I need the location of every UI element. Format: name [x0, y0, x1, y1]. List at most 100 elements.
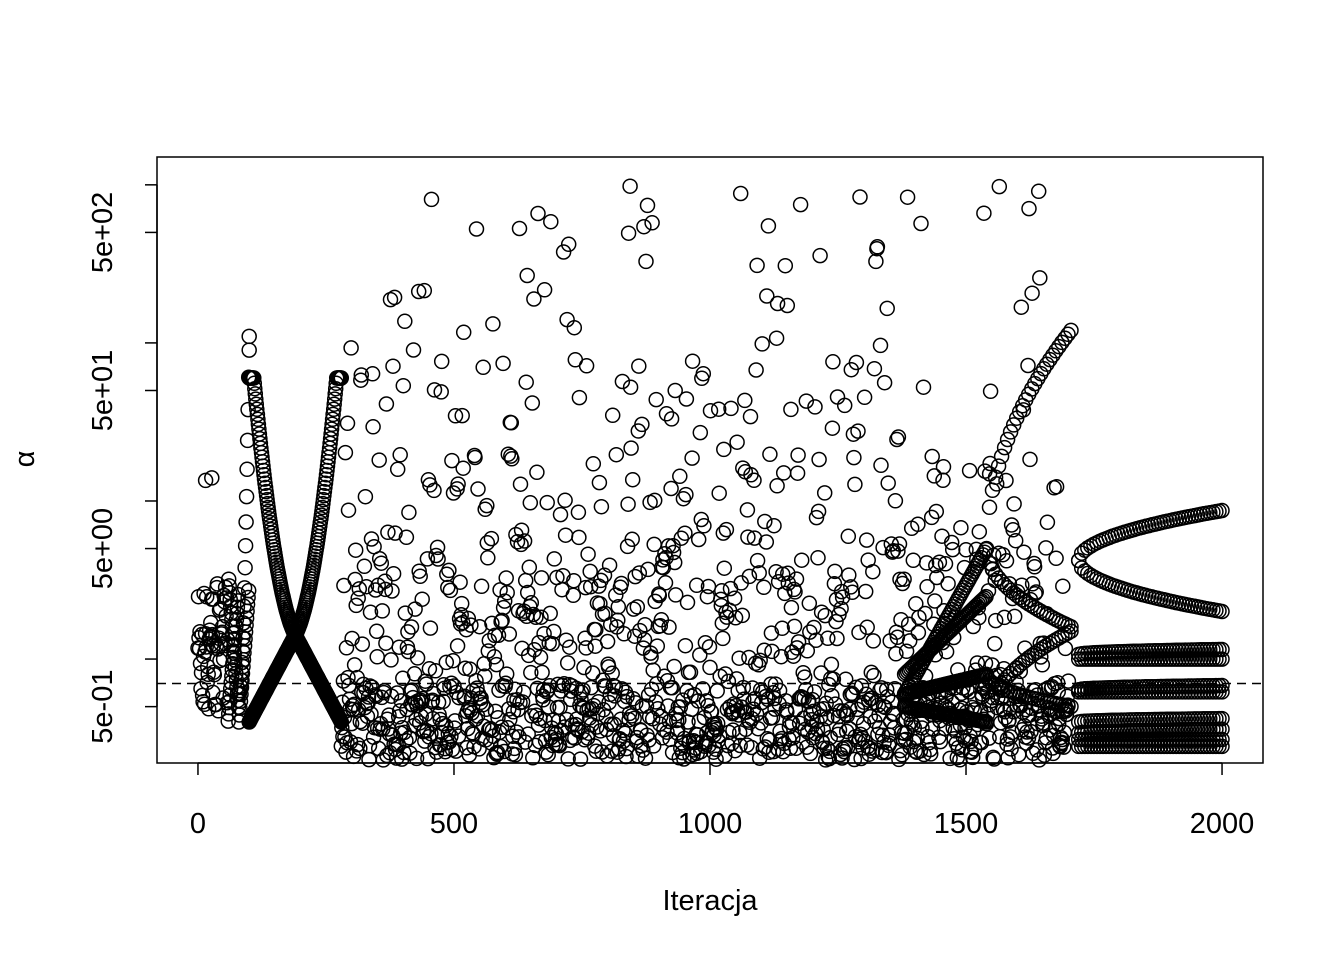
- data-point: [1057, 330, 1073, 347]
- data-point: [982, 455, 998, 472]
- data-point: [504, 451, 520, 467]
- data-point: [774, 620, 790, 637]
- data-point: [495, 599, 512, 616]
- data-point: [655, 552, 671, 568]
- data-point: [790, 447, 806, 463]
- data-point: [777, 257, 794, 274]
- data-point: [426, 382, 443, 398]
- data-point: [987, 469, 1004, 485]
- data-point: [671, 712, 687, 728]
- data-point: [578, 358, 595, 374]
- data-point: [848, 354, 865, 371]
- data-point: [638, 253, 654, 270]
- data-point: [664, 680, 680, 696]
- data-point: [235, 615, 252, 631]
- data-point: [695, 365, 712, 382]
- data-point: [516, 533, 533, 549]
- data-point: [785, 730, 801, 746]
- data-point: [604, 407, 621, 424]
- data-point: [389, 461, 406, 478]
- data-point: [247, 380, 263, 397]
- data-point: [359, 708, 376, 725]
- data-point: [1020, 730, 1037, 746]
- data-point: [806, 684, 823, 700]
- data-point: [405, 342, 422, 358]
- data-point: [852, 189, 868, 205]
- data-point: [348, 597, 364, 614]
- data-point: [1004, 724, 1020, 741]
- data-point: [1048, 550, 1064, 567]
- data-point: [973, 593, 990, 609]
- data-point: [416, 282, 433, 299]
- data-point: [996, 439, 1013, 456]
- data-point: [928, 503, 945, 520]
- data-point: [991, 178, 1008, 195]
- data-point: [793, 552, 810, 568]
- data-point: [631, 358, 647, 374]
- data-point: [747, 655, 764, 672]
- x-tick-label: 500: [430, 808, 478, 840]
- data-point: [522, 495, 539, 511]
- data-point: [781, 719, 798, 735]
- y-tick-label: 5e+01: [87, 350, 119, 431]
- data-point: [928, 557, 944, 574]
- data-point: [847, 476, 863, 493]
- data-point: [821, 750, 838, 767]
- data-point: [636, 218, 652, 235]
- data-point: [457, 660, 473, 677]
- data-point: [578, 640, 594, 656]
- data-point: [657, 575, 674, 591]
- data-point: [605, 677, 621, 694]
- data-point: [723, 400, 739, 417]
- data-point: [520, 647, 537, 664]
- data-point: [552, 699, 568, 716]
- data-point: [913, 215, 929, 232]
- data-point: [675, 490, 692, 507]
- data-point: [463, 617, 479, 633]
- data-point: [792, 196, 809, 213]
- data-point: [926, 468, 943, 484]
- data-point: [639, 197, 656, 214]
- data-point: [357, 488, 374, 505]
- data-point: [978, 714, 995, 730]
- data-point: [708, 751, 724, 767]
- data-point: [345, 701, 361, 718]
- data-point: [915, 379, 932, 395]
- data-point: [769, 478, 785, 494]
- data-point: [759, 288, 775, 304]
- data-point: [204, 470, 220, 486]
- data-point: [424, 692, 441, 708]
- data-point: [632, 622, 648, 639]
- data-point: [460, 720, 476, 737]
- data-point: [827, 563, 843, 580]
- data-point: [481, 632, 498, 649]
- data-point: [494, 612, 510, 629]
- data-point: [718, 521, 735, 538]
- data-point: [470, 481, 486, 497]
- data-point: [410, 283, 427, 300]
- data-point: [452, 574, 468, 590]
- data-point: [395, 377, 412, 394]
- data-point: [865, 633, 882, 649]
- data-point: [823, 656, 840, 673]
- data-point: [987, 572, 1003, 589]
- data-point: [880, 475, 896, 491]
- data-point: [409, 650, 426, 666]
- data-point: [618, 740, 635, 757]
- data-point: [716, 441, 732, 458]
- data-point: [812, 247, 828, 264]
- x-tick-label: 2000: [1190, 808, 1255, 840]
- data-point: [688, 577, 705, 594]
- data-point: [241, 342, 257, 358]
- data-point: [558, 632, 574, 648]
- data-point: [841, 567, 857, 583]
- data-point: [566, 319, 583, 336]
- data-point: [727, 610, 744, 626]
- data-point: [898, 643, 915, 660]
- data-point: [749, 552, 766, 569]
- data-point: [931, 554, 948, 570]
- data-point: [411, 563, 427, 579]
- data-point: [558, 711, 575, 728]
- data-point: [760, 218, 777, 234]
- data-point: [483, 530, 500, 547]
